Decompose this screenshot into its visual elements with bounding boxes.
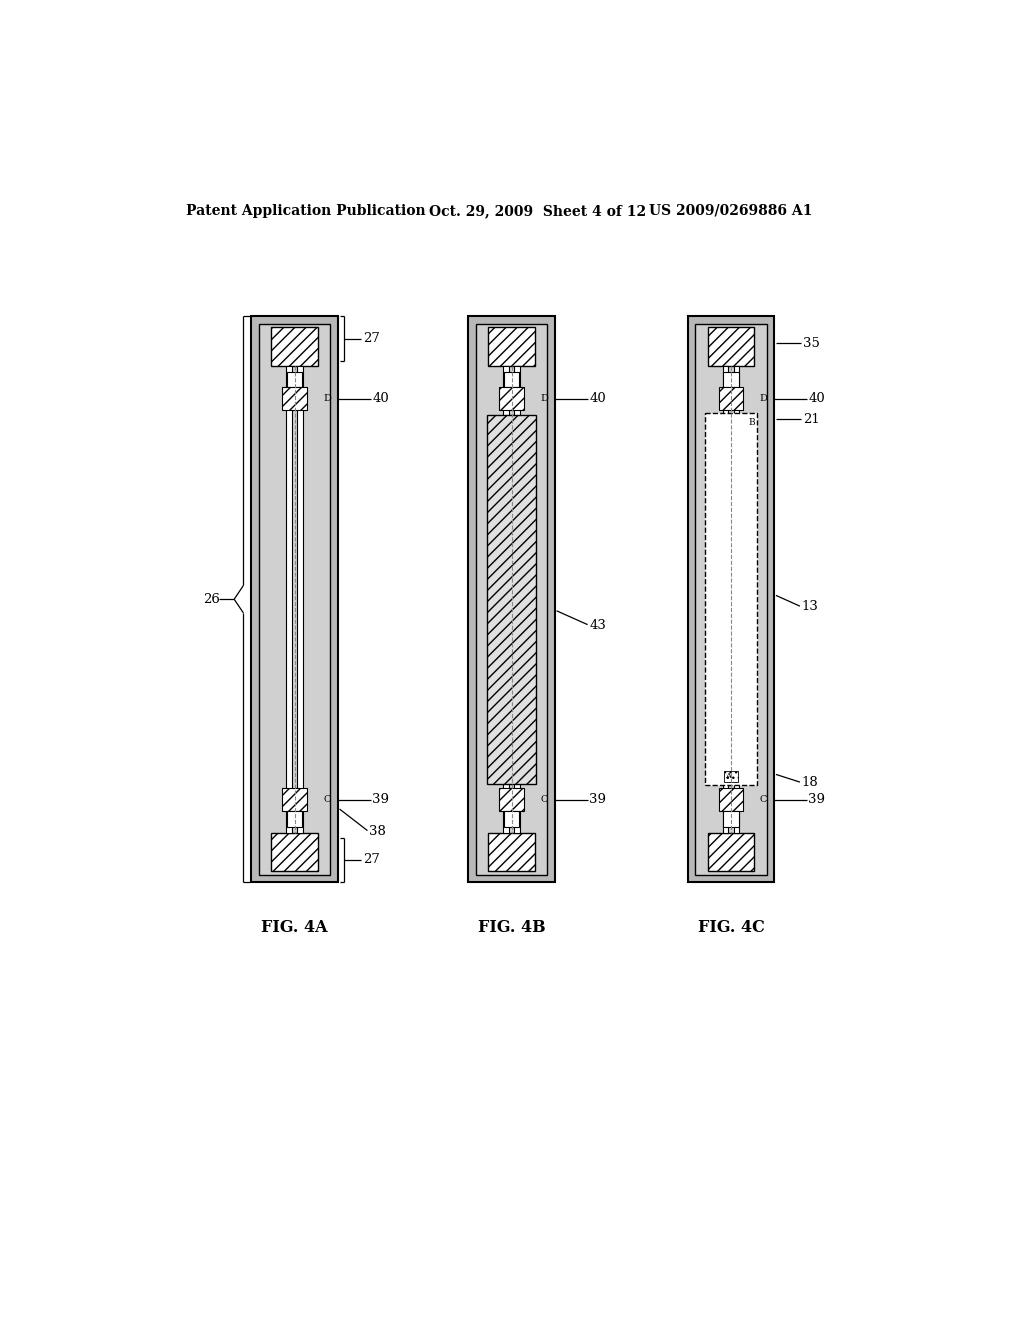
- Bar: [488, 327, 535, 366]
- Text: 43: 43: [589, 619, 606, 632]
- Bar: [500, 387, 524, 411]
- Text: 26: 26: [203, 593, 220, 606]
- Text: 40: 40: [372, 392, 389, 405]
- Text: B: B: [749, 418, 755, 426]
- Bar: [733, 366, 739, 833]
- Text: FIG. 4B: FIG. 4B: [478, 919, 546, 936]
- Text: 39: 39: [589, 793, 606, 807]
- Bar: [476, 323, 547, 874]
- Bar: [708, 327, 755, 366]
- Bar: [283, 387, 307, 411]
- Text: 18: 18: [802, 776, 818, 789]
- Text: US 2009/0269886 A1: US 2009/0269886 A1: [649, 203, 812, 218]
- Bar: [271, 833, 317, 871]
- Bar: [514, 366, 520, 833]
- Text: C: C: [324, 796, 331, 804]
- Bar: [259, 323, 331, 874]
- Bar: [719, 788, 743, 812]
- Bar: [504, 372, 519, 387]
- Text: A: A: [725, 772, 731, 780]
- Bar: [287, 812, 302, 826]
- Bar: [724, 771, 738, 781]
- Bar: [504, 366, 509, 833]
- Text: 27: 27: [362, 853, 380, 866]
- Text: 40: 40: [589, 392, 606, 405]
- Text: 39: 39: [372, 793, 389, 807]
- Bar: [271, 327, 317, 366]
- Bar: [687, 317, 774, 882]
- Text: 39: 39: [809, 793, 825, 807]
- Bar: [723, 372, 738, 387]
- Text: C: C: [760, 796, 767, 804]
- Bar: [504, 812, 519, 826]
- Bar: [287, 366, 292, 833]
- Text: FIG. 4A: FIG. 4A: [261, 919, 328, 936]
- Text: 13: 13: [802, 601, 818, 614]
- Bar: [486, 414, 537, 784]
- Bar: [251, 317, 338, 882]
- Bar: [695, 323, 767, 874]
- Text: D: D: [760, 395, 767, 403]
- Text: 35: 35: [803, 337, 820, 350]
- Bar: [283, 788, 307, 812]
- Text: 38: 38: [369, 825, 386, 838]
- Bar: [723, 812, 738, 826]
- Bar: [468, 317, 555, 882]
- Bar: [287, 372, 302, 387]
- Text: D: D: [324, 395, 331, 403]
- Text: FIG. 4C: FIG. 4C: [697, 919, 764, 936]
- Bar: [719, 387, 743, 411]
- Text: Patent Application Publication: Patent Application Publication: [186, 203, 426, 218]
- Text: C: C: [541, 796, 548, 804]
- Text: Oct. 29, 2009  Sheet 4 of 12: Oct. 29, 2009 Sheet 4 of 12: [429, 203, 646, 218]
- Bar: [488, 833, 535, 871]
- Bar: [297, 366, 303, 833]
- Bar: [723, 366, 728, 833]
- Text: D: D: [541, 395, 548, 403]
- Bar: [708, 833, 755, 871]
- Text: 40: 40: [809, 392, 825, 405]
- Text: 21: 21: [803, 413, 820, 426]
- Bar: [500, 788, 524, 812]
- Bar: [705, 413, 758, 785]
- Text: 27: 27: [362, 333, 380, 345]
